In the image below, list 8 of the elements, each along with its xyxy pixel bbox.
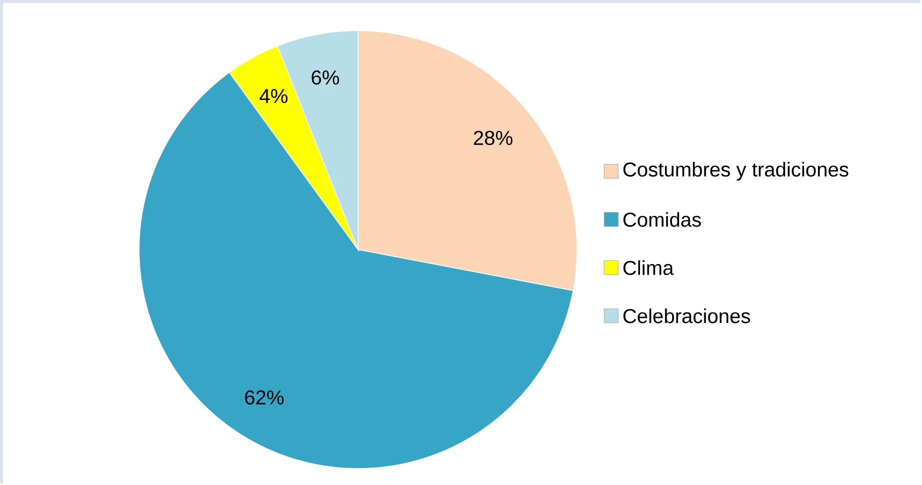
legend-label: Celebraciones (623, 308, 750, 324)
data-label: 4% (260, 89, 288, 104)
data-label: 62% (245, 390, 284, 405)
legend-label: Comidas (623, 212, 701, 227)
data-label: 6% (312, 70, 340, 85)
legend-label: Costumbres y tradiciones (623, 162, 848, 181)
legend-label: Clima (623, 260, 674, 275)
data-label: 28% (474, 130, 512, 145)
